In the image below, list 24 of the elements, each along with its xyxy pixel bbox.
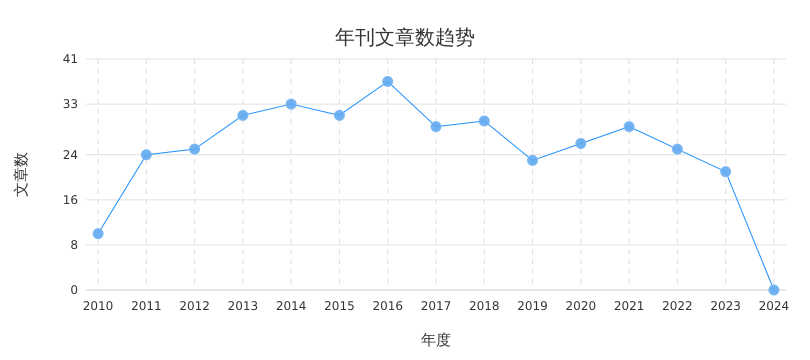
x-tick-label: 2015 bbox=[324, 299, 355, 313]
x-axis-title: 年度 bbox=[421, 331, 451, 349]
y-axis-title: 文章数 bbox=[12, 152, 30, 197]
x-tick-label: 2019 bbox=[517, 299, 548, 313]
x-tick-label: 2018 bbox=[469, 299, 500, 313]
x-tick-label: 2013 bbox=[228, 299, 258, 313]
x-tick-label: 2016 bbox=[372, 299, 403, 313]
y-tick-label: 41 bbox=[62, 52, 78, 66]
x-tick-label: 2017 bbox=[420, 299, 452, 313]
x-tick-label: 2023 bbox=[710, 299, 741, 313]
x-tick-label: 2022 bbox=[662, 299, 693, 313]
x-tick-label: 2014 bbox=[276, 299, 306, 313]
y-tick-label: 33 bbox=[62, 97, 78, 112]
x-tick-label: 2010 bbox=[82, 299, 114, 313]
x-tick-label: 2020 bbox=[566, 299, 596, 313]
y-tick-label: 0 bbox=[70, 283, 78, 297]
chart-title: 年刊文章数趋势 bbox=[335, 25, 475, 49]
x-tick-label: 2011 bbox=[131, 299, 162, 313]
y-tick-label: 8 bbox=[70, 238, 78, 252]
x-tick-label: 2012 bbox=[179, 299, 210, 313]
y-tick-label: 24 bbox=[62, 148, 78, 162]
y-tick-label: 16 bbox=[62, 192, 78, 207]
x-tick-label: 2024 bbox=[758, 299, 790, 313]
x-tick-label: 2021 bbox=[614, 299, 644, 313]
